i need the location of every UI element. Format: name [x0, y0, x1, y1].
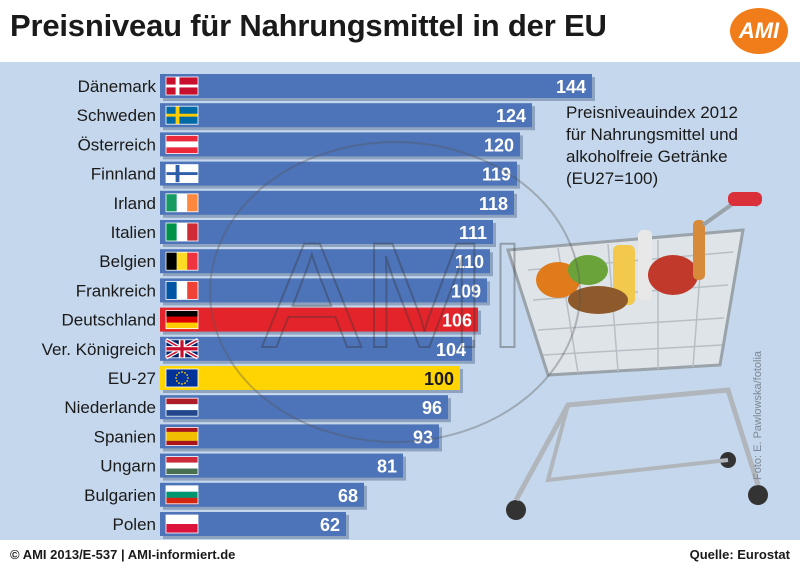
bar: [160, 307, 478, 332]
category-label: Italien: [111, 223, 156, 242]
value-label: 111: [459, 223, 487, 243]
value-label: 124: [496, 106, 526, 126]
category-label: Finnland: [91, 165, 156, 184]
bar: [160, 453, 403, 478]
bar: [160, 190, 514, 215]
value-label: 106: [442, 311, 472, 331]
bar: [160, 395, 448, 420]
category-label: Irland: [113, 194, 156, 213]
bulgaria-flag: [165, 485, 199, 505]
footer-copyright: © AMI 2013/E-537 | AMI-informiert.de: [10, 547, 236, 562]
value-label: 93: [413, 427, 433, 447]
category-label: Niederlande: [64, 398, 156, 417]
finland-flag: [165, 164, 199, 183]
category-label: Schweden: [77, 106, 156, 125]
note-line: Preisniveauindex 2012: [566, 103, 739, 122]
bar: [160, 161, 517, 186]
shopping-cart-illustration: [505, 192, 768, 520]
eu-flag: [165, 368, 199, 388]
note-line: alkoholfreie Getränke: [566, 147, 728, 166]
category-label: Bulgarien: [84, 486, 156, 505]
category-label: Österreich: [78, 135, 156, 154]
header: Preisniveau für Nahrungsmittel in der EU…: [0, 0, 800, 62]
category-label: Belgien: [99, 252, 156, 271]
note-line: (EU27=100): [566, 169, 659, 188]
footer: © AMI 2013/E-537 | AMI-informiert.de Que…: [0, 540, 800, 568]
denmark-flag: [165, 76, 199, 96]
category-label: Dänemark: [78, 77, 157, 96]
value-label: 62: [320, 515, 340, 535]
value-label: 100: [424, 369, 454, 389]
bar: [160, 249, 490, 274]
value-label: 68: [338, 486, 358, 506]
value-label: 110: [455, 252, 484, 272]
value-label: 104: [436, 340, 466, 360]
bar: [160, 366, 460, 390]
note-line: für Nahrungsmittel und: [566, 125, 738, 144]
netherlands-flag: [165, 397, 199, 417]
category-label: Frankreich: [76, 281, 156, 300]
sweden-flag: [165, 105, 199, 125]
uk-flag: [165, 338, 199, 360]
bar: [160, 424, 439, 449]
value-label: 109: [451, 281, 481, 301]
germany-flag: [165, 310, 199, 330]
category-label: Deutschland: [61, 311, 156, 330]
bar: [160, 132, 520, 157]
bar: [160, 278, 487, 303]
bar-chart: Dänemark 144 Schweden 124 Österreich 120 Finnl…: [42, 74, 595, 539]
belgium-flag: [165, 251, 199, 271]
ireland-flag: [165, 193, 199, 213]
value-label: 120: [484, 135, 514, 155]
category-label: Polen: [113, 515, 156, 534]
category-label: EU-27: [108, 369, 156, 388]
value-label: 96: [422, 398, 442, 418]
value-label: 118: [479, 194, 508, 214]
category-label: Spanien: [94, 427, 156, 446]
value-label: 144: [556, 77, 586, 97]
italy-flag: [165, 222, 199, 242]
value-label: 119: [482, 165, 511, 185]
category-label: Ungarn: [100, 457, 156, 476]
category-label: Ver. Königreich: [42, 340, 156, 359]
bar: [160, 74, 592, 98]
austria-flag: [165, 135, 199, 154]
ami-watermark: AMI: [209, 141, 581, 443]
footer-source: Quelle: Eurostat: [689, 547, 790, 562]
bar: [160, 103, 532, 128]
poland-flag: [165, 514, 199, 534]
chart-note: Preisniveauindex 2012 für Nahrungsmittel…: [566, 102, 786, 190]
france-flag: [165, 280, 199, 300]
photo-credit: Foto: E. Pawlowska/fotolia: [752, 350, 764, 480]
hungary-flag: [165, 456, 199, 476]
watermark-text: AMI: [262, 211, 529, 379]
chart-title: Preisniveau für Nahrungsmittel in der EU: [10, 8, 607, 43]
bar: [160, 220, 493, 244]
value-label: 81: [377, 457, 397, 477]
ami-logo: AMI: [730, 8, 788, 54]
spain-flag: [165, 426, 199, 446]
bar: [160, 336, 472, 361]
